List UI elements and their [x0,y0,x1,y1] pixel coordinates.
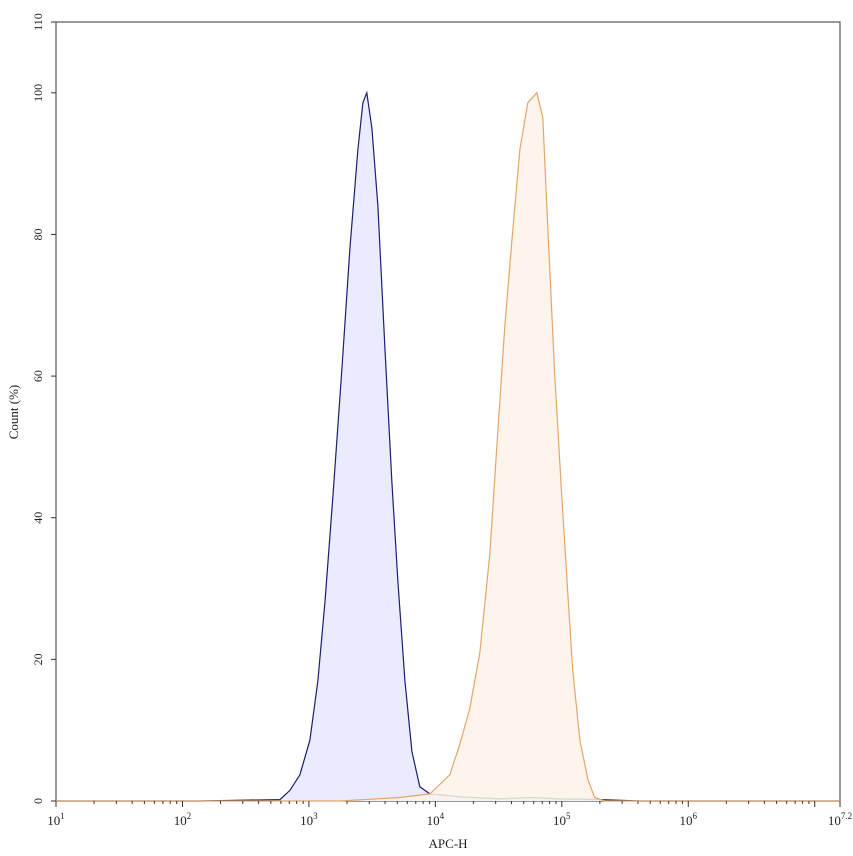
x-tick-exponent: 5 [566,811,571,821]
y-axis-label: Count (%) [6,385,21,440]
x-tick-base: 10 [174,813,187,828]
x-tick-label: 102 [174,811,192,828]
x-tick-exponent: 4 [440,811,445,821]
x-tick-exponent: 3 [313,811,318,821]
x-tick-label: 106 [680,811,698,828]
x-tick-exponent: 7.2 [841,811,852,821]
x-tick-base: 10 [828,813,841,828]
y-tick-label: 60 [31,370,45,382]
x-axis-label: APC-H [428,836,467,851]
x-tick-base: 10 [300,813,313,828]
x-tick-base: 10 [427,813,440,828]
x-tick-base: 10 [553,813,566,828]
y-tick-label: 80 [31,228,45,240]
x-tick-label: 101 [47,811,65,828]
y-tick-label: 40 [31,512,45,524]
series-layer [56,90,840,802]
x-tick-label: 103 [300,811,318,828]
y-tick-label: 20 [31,653,45,665]
y-tick-label: 110 [31,13,45,31]
y-tick-label: 100 [31,84,45,102]
x-tick-base: 10 [47,813,60,828]
x-tick-label: 107.2 [828,811,852,828]
x-tick-base: 10 [680,813,693,828]
plot-frame [55,21,841,802]
series-2-line [56,91,840,802]
y-tick-label: 0 [31,798,45,804]
x-tick-label: 104 [427,811,445,828]
x-tick-exponent: 6 [693,811,698,821]
x-tick-exponent: 1 [60,811,65,821]
x-tick-label: 105 [553,811,571,828]
x-tick-exponent: 2 [187,811,192,821]
